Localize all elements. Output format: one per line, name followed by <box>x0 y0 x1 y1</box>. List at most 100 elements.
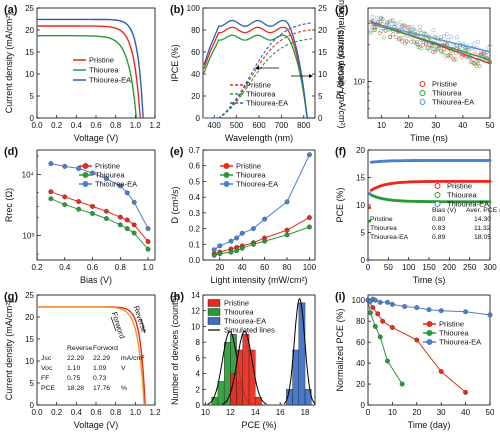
legend-text: Thiourea <box>447 191 477 200</box>
x-tick-label: 250 <box>463 263 477 272</box>
y-tick-label: 10 <box>25 357 34 366</box>
table-cell: 17.76 <box>93 385 110 392</box>
x-tick-label: 50 <box>486 121 495 130</box>
rrec-point <box>117 222 123 228</box>
stab-point <box>389 301 395 307</box>
pl-point <box>394 21 399 26</box>
pl-point <box>485 56 489 61</box>
rrec-point <box>145 226 151 232</box>
legend-patch <box>207 299 221 307</box>
stab-point <box>385 299 390 305</box>
stab-point <box>399 381 405 387</box>
x-tick-label: 20 <box>412 408 421 417</box>
x-tick-label: 1.0 <box>130 121 142 130</box>
pl-point <box>398 20 403 25</box>
ipce-curve-pristine <box>203 26 311 119</box>
pl-point <box>388 35 393 40</box>
y-tick-label: 14 <box>191 291 200 300</box>
diff-point <box>217 251 223 257</box>
table-cell: 0.89 <box>432 234 445 241</box>
stab-point <box>463 389 469 395</box>
rrec-point <box>131 199 137 205</box>
gauss-fit <box>283 298 316 405</box>
diff-point <box>234 235 240 241</box>
y-tick-label: 20 <box>356 380 365 389</box>
x-axis-label: PCE (%) <box>241 420 276 430</box>
hist-bar <box>298 302 306 406</box>
stab-point <box>367 310 373 316</box>
y-tick-label: 15 <box>25 48 34 57</box>
y-tick-label: 15 <box>356 174 365 183</box>
panel-label: (g) <box>4 291 18 303</box>
jv-curve-thiourea-ea <box>37 18 144 119</box>
pl-point <box>401 35 406 40</box>
diff-point <box>306 152 312 158</box>
pl-point <box>434 44 439 49</box>
diff-point <box>211 247 217 253</box>
arrow-left-head <box>255 66 259 70</box>
diff-point <box>239 245 245 251</box>
rrec-point <box>117 183 123 189</box>
y-tick-label: 100 <box>187 4 201 13</box>
pl-point <box>370 14 375 19</box>
x-tick-label: 0 <box>366 408 371 417</box>
y-tick-label: 40 <box>356 359 365 368</box>
rrec-point <box>76 206 82 212</box>
legend-marker <box>223 181 230 187</box>
legend-text: Thiourea-EA <box>236 180 278 189</box>
pl-point <box>420 40 425 45</box>
gauss-fit <box>222 330 267 405</box>
diff-line-pristine <box>214 217 310 255</box>
table-cell: 0.83 <box>432 225 445 232</box>
x-tick-label: 0.2 <box>51 408 63 417</box>
stab-point <box>370 305 376 311</box>
hist-bar <box>211 396 219 406</box>
x-tick-label: 0.8 <box>110 408 122 417</box>
x-tick-label: 0.4 <box>59 263 71 272</box>
legend-marker <box>82 181 89 187</box>
legend-marker <box>434 183 441 189</box>
arrow-forword <box>110 316 117 332</box>
legend-text: Thiourea-EA <box>447 200 489 209</box>
y-tick-label: 10 <box>356 201 365 210</box>
x-tick-label: 1.0 <box>142 263 154 272</box>
y-tick-label: 100 <box>352 296 366 305</box>
y-tick-label: 20 <box>356 146 365 155</box>
pl-point <box>392 24 397 29</box>
legend-marker <box>434 201 441 207</box>
pl-point <box>376 19 381 24</box>
x-tick-label: 40 <box>458 121 467 130</box>
pl-point <box>404 25 409 30</box>
y-tick-label: 10² <box>353 77 365 86</box>
diff-point <box>217 243 223 249</box>
pl-point <box>468 54 473 59</box>
y-axis-label: D (cm²/s) <box>170 187 180 224</box>
table-cell: Pristine <box>370 216 393 223</box>
diff-point <box>250 241 256 247</box>
table-cell: 11.32 <box>474 225 491 232</box>
x-axis-label: Time (day) <box>408 420 451 430</box>
rrec-point <box>62 194 68 200</box>
stab-point <box>402 304 408 309</box>
legend-marker <box>426 330 433 336</box>
y-axis-label: Current density (mA/cm²) <box>4 300 14 401</box>
pl-point <box>437 43 442 48</box>
y-axis-label: Number of devices (counts) <box>170 295 180 405</box>
x-tick-label: 10 <box>201 408 210 417</box>
table-header: Aver. PCE (%) <box>466 207 500 214</box>
integral-curve-thiourea <box>203 38 313 119</box>
panel-label: (h) <box>170 291 184 303</box>
diff-point <box>262 238 268 244</box>
x-tick-label: 60 <box>260 263 269 272</box>
table-cell: 14.30 <box>474 216 491 223</box>
pl-point <box>391 32 396 37</box>
x-tick-label: 0.8 <box>115 263 127 272</box>
y2-tick-label: 15 <box>318 48 327 57</box>
ipce-curve-thiourea <box>203 34 311 119</box>
rrec-point <box>103 216 109 222</box>
y-tick-label: 6 <box>196 354 201 363</box>
legend-patch <box>207 308 221 316</box>
table-cell: 22.29 <box>93 355 110 362</box>
y-tick-label: 0.6 <box>189 162 201 171</box>
legend-text: Pristine <box>246 81 271 90</box>
